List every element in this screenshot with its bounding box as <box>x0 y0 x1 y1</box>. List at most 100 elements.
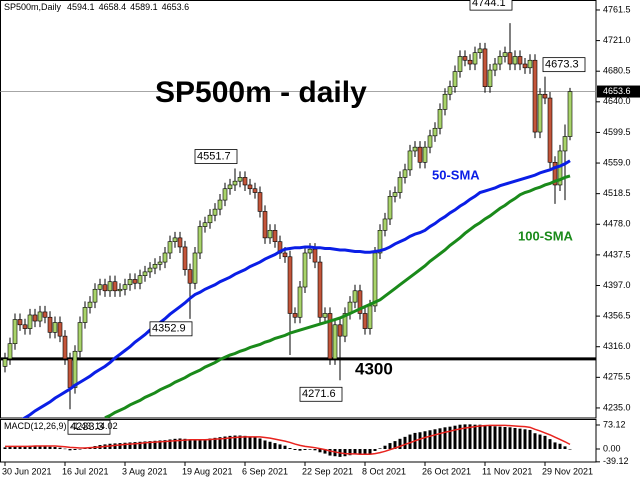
candle-body <box>302 252 308 288</box>
candle-body <box>67 358 73 388</box>
candle-body <box>517 56 523 65</box>
candle-body <box>187 269 193 284</box>
macd-bar <box>543 435 547 449</box>
macd-bar <box>383 445 387 449</box>
y-tick-label: 4437.5 <box>603 249 631 259</box>
macd-bar <box>3 447 7 449</box>
y-tick-label: 4356.5 <box>603 310 631 320</box>
x-tick-label: 6 Sep 2021 <box>242 466 288 476</box>
candle-body <box>337 324 343 337</box>
candle-body <box>177 237 183 248</box>
candle-body <box>442 93 448 110</box>
x-tick-label: 8 Oct 2021 <box>362 466 406 476</box>
candle-body <box>422 146 428 163</box>
candle-body <box>12 319 18 344</box>
candle-body <box>502 52 508 57</box>
candle-body <box>467 59 473 65</box>
y-tick-label: 4559.0 <box>603 157 631 167</box>
macd-bar <box>118 443 122 449</box>
macd-bar <box>408 434 412 449</box>
candle-body <box>527 59 533 69</box>
candle-body <box>372 252 378 307</box>
last-close: 4653.6 <box>162 2 190 12</box>
candle-body <box>47 316 53 333</box>
macd-bar <box>403 436 407 449</box>
x-tick-label: 11 Nov 2021 <box>482 466 532 476</box>
macd-bar <box>418 432 422 449</box>
candle-body <box>312 248 318 263</box>
candle-body <box>82 307 88 323</box>
macd-bar <box>218 437 222 449</box>
candle-body <box>182 246 188 270</box>
macd-bar <box>353 448 357 455</box>
macd-bar <box>423 431 427 449</box>
signal-last: 14.02 <box>95 421 118 431</box>
candle-body <box>262 211 268 239</box>
macd-bar <box>208 438 212 449</box>
price-annotation-box <box>194 149 238 164</box>
candle-body <box>222 188 228 201</box>
macd-bar <box>128 442 132 449</box>
candle-body <box>107 281 113 292</box>
macd-bar <box>133 442 137 449</box>
macd-bar <box>368 448 372 454</box>
candle-body <box>272 230 278 242</box>
macd-bar <box>48 446 52 449</box>
macd-bar <box>253 437 257 449</box>
macd-bar <box>273 443 277 449</box>
macd-bar <box>243 435 247 449</box>
macd-bar <box>478 424 482 449</box>
macd-bar <box>298 448 302 451</box>
candle-body <box>472 52 478 65</box>
candle-body <box>252 188 258 193</box>
candle-body <box>127 279 133 286</box>
macd-bar <box>248 436 252 449</box>
candle-body <box>352 290 358 303</box>
chart-title: SP500m - daily <box>155 76 367 109</box>
macd-bar <box>143 441 147 449</box>
candle-body <box>62 335 68 360</box>
candle-body <box>522 63 528 69</box>
candle-body <box>212 208 218 216</box>
candle-body <box>462 56 468 61</box>
macd-bar <box>78 448 82 450</box>
signal-line <box>5 424 571 455</box>
price-tag <box>597 85 640 98</box>
candle-body <box>307 248 313 254</box>
candle-body <box>227 184 233 190</box>
legend-label: 50-SMA <box>432 167 480 182</box>
price-annotation: 4352.9 <box>152 323 186 335</box>
macd-bar <box>528 429 532 449</box>
level-label: 4300 <box>355 359 393 378</box>
candle-body <box>417 146 423 163</box>
main-plot <box>0 23 596 418</box>
candle-body <box>97 284 103 290</box>
candle-body <box>552 161 558 186</box>
candle-body <box>42 311 48 318</box>
macd-bar <box>168 439 172 449</box>
macd-bar <box>38 445 42 449</box>
sma-line <box>21 159 571 418</box>
macd-bar <box>533 433 537 449</box>
macd-bar <box>313 448 317 451</box>
macd-bar <box>308 448 312 450</box>
macd-bar <box>523 429 527 449</box>
x-tick-label: 30 Jun 2021 <box>2 466 52 476</box>
macd-bar <box>233 435 237 449</box>
candle-body <box>487 69 493 87</box>
candle-body <box>297 286 303 318</box>
x-tick-label: 3 Aug 2021 <box>122 466 168 476</box>
header: SP500m,Daily 4594.1 4658.4 4589.1 4653.6 <box>4 2 189 12</box>
price-annotation: 4744.1 <box>472 0 506 9</box>
macd-bar <box>458 424 462 449</box>
macd-bar <box>43 446 47 449</box>
macd-bar <box>358 448 362 455</box>
macd-bar <box>378 448 382 449</box>
x-tick-label: 29 Nov 2021 <box>542 466 593 476</box>
macd-bar <box>288 448 292 449</box>
candle-body <box>397 177 403 193</box>
x-tick-label: 16 Jul 2021 <box>62 466 109 476</box>
candle-body <box>102 284 108 292</box>
macd-bar <box>283 445 287 449</box>
candle-body <box>157 261 163 265</box>
